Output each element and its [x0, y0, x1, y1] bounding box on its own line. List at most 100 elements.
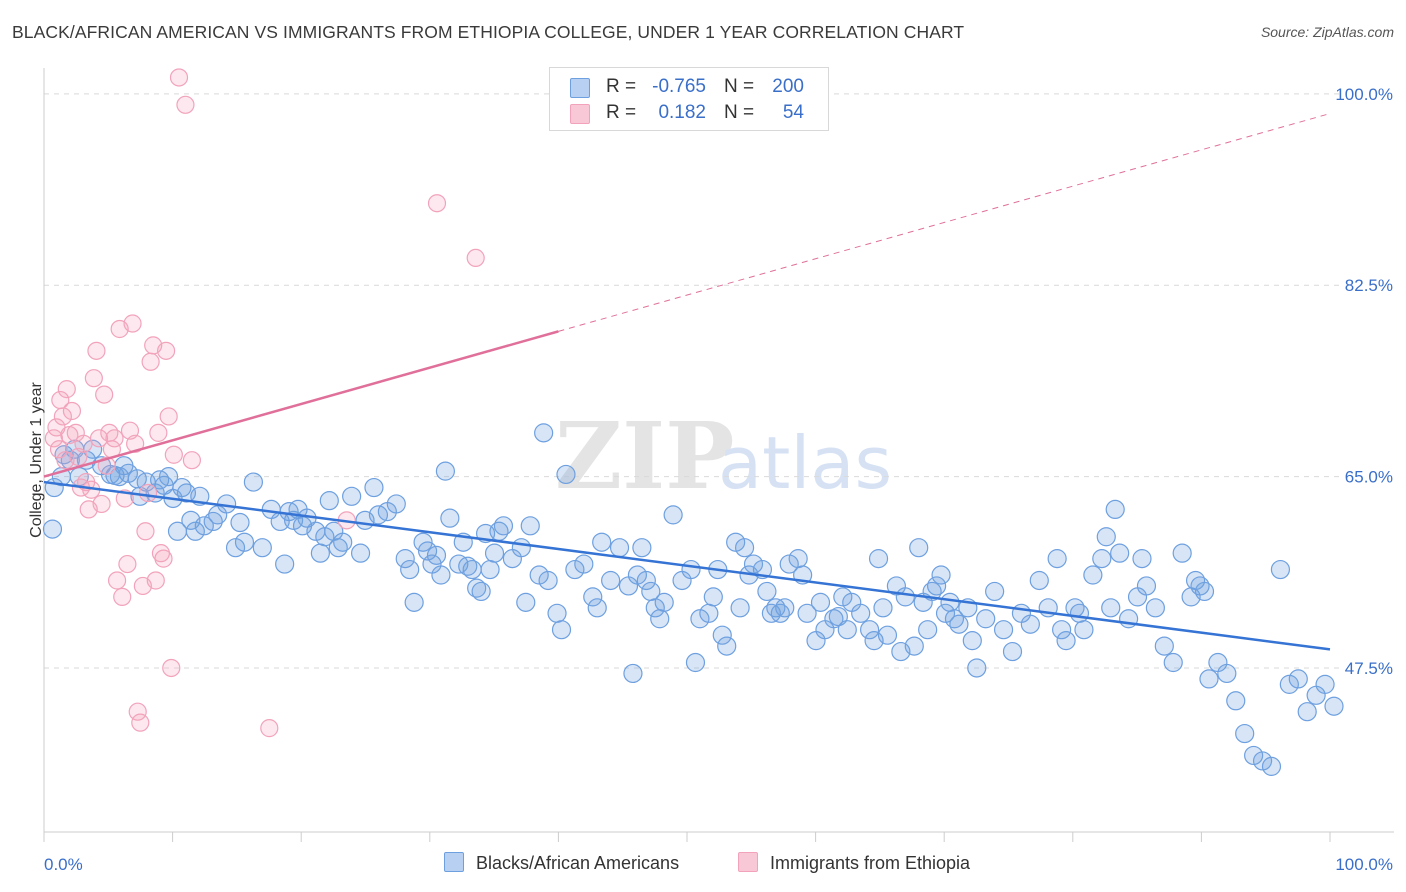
- y-tick-label: 82.5%: [1345, 276, 1393, 295]
- y-tick-label: 100.0%: [1335, 85, 1393, 104]
- blue-point: [413, 532, 433, 552]
- blue-point: [1324, 696, 1344, 716]
- blue-point: [632, 538, 652, 558]
- blue-point: [623, 663, 643, 684]
- blue-point: [1244, 745, 1264, 766]
- legend-r-label: R =: [606, 76, 637, 97]
- blue-point: [42, 519, 63, 539]
- bottom-legend-ethiopia: Immigrants from Ethiopia: [738, 852, 970, 874]
- blue-point: [480, 559, 500, 580]
- blue-point: [1110, 543, 1130, 563]
- blue-point: [909, 538, 929, 558]
- pink-point: [157, 341, 176, 360]
- blue-point: [395, 549, 415, 569]
- blue-point: [83, 439, 103, 459]
- blue-point: [1270, 559, 1291, 580]
- blue-point: [1194, 581, 1215, 602]
- blue-point: [400, 559, 420, 580]
- blue-point: [868, 549, 889, 569]
- y-tick-label: 65.0%: [1345, 468, 1393, 487]
- pink-point: [89, 429, 109, 448]
- chart-title: BLACK/AFRICAN AMERICAN VS IMMIGRANTS FRO…: [12, 22, 965, 42]
- pink-point: [87, 341, 106, 360]
- blue-point: [386, 494, 406, 514]
- blue-point: [609, 538, 630, 558]
- blue-point: [877, 625, 898, 645]
- pink-point: [159, 407, 178, 426]
- blue-point: [350, 543, 371, 563]
- pink-point: [146, 571, 165, 590]
- blue-point: [185, 521, 205, 541]
- blue-point: [431, 565, 451, 585]
- blue-point: [962, 631, 982, 651]
- pink-trend-line: [43, 330, 559, 478]
- blue-point: [1052, 620, 1072, 640]
- blue-point: [828, 606, 848, 627]
- pink-point: [136, 522, 155, 541]
- pink-point: [182, 451, 201, 470]
- x-tick-label-left: 0.0%: [44, 855, 83, 874]
- pink-point: [123, 314, 142, 333]
- blue-point: [726, 532, 746, 552]
- blue-point: [462, 559, 482, 580]
- blue-point: [935, 603, 956, 623]
- blue-point: [1226, 691, 1246, 711]
- blue-point: [556, 464, 576, 485]
- blue-point: [534, 423, 554, 443]
- blue-point: [333, 532, 353, 552]
- blue-point: [734, 538, 755, 558]
- blue-point: [788, 549, 808, 569]
- blue-point: [895, 587, 915, 607]
- blue-point: [650, 609, 670, 629]
- blue-point: [810, 592, 831, 612]
- blue-point: [1288, 669, 1308, 689]
- blue-point: [252, 538, 272, 558]
- blue-point: [681, 559, 701, 580]
- pink-point: [57, 380, 76, 399]
- pink-point: [92, 494, 111, 514]
- watermark-zip: ZIP: [555, 402, 734, 510]
- blue-point: [775, 598, 795, 618]
- blue-point: [860, 620, 880, 640]
- blue-point: [1092, 549, 1112, 569]
- pink-swatch-icon: [738, 852, 758, 872]
- pink-point: [113, 587, 132, 606]
- pink-point: [149, 423, 168, 442]
- blue-point: [904, 636, 924, 656]
- pink-point: [118, 554, 137, 574]
- blue-point: [234, 532, 255, 552]
- blue-point: [757, 581, 777, 602]
- blue-point: [1083, 565, 1103, 585]
- pink-point: [53, 407, 73, 426]
- pink-point: [162, 658, 181, 678]
- blue-point: [583, 587, 603, 607]
- blue-point: [1105, 499, 1125, 520]
- blue-point: [645, 598, 665, 618]
- watermark-atlas: atlas: [718, 421, 892, 505]
- bottom-legend-blacks: Blacks/African Americans: [444, 852, 679, 874]
- blue-point: [1069, 603, 1090, 623]
- blue-point: [743, 554, 764, 574]
- pink-point: [97, 456, 116, 475]
- blue-point: [319, 491, 339, 511]
- blue-point: [592, 532, 612, 552]
- blue-point: [699, 603, 719, 623]
- blue-point: [194, 516, 214, 536]
- blue-point: [685, 652, 706, 673]
- blue-point: [717, 636, 737, 656]
- blue-point: [1172, 543, 1192, 563]
- pink-point: [176, 95, 195, 114]
- legend-r-label: R =: [606, 102, 637, 123]
- pink-point: [164, 445, 183, 464]
- pink-point: [128, 702, 147, 721]
- blue-point: [730, 598, 750, 618]
- blue-point: [1047, 549, 1067, 569]
- blue-point: [118, 463, 138, 483]
- blue-trend-line: [43, 480, 1331, 651]
- blue-point: [703, 587, 723, 607]
- legend-n-value: 54: [782, 102, 804, 123]
- blue-point: [926, 576, 947, 596]
- blue-point: [158, 467, 179, 487]
- pink-point: [95, 385, 114, 404]
- blue-point: [851, 603, 871, 623]
